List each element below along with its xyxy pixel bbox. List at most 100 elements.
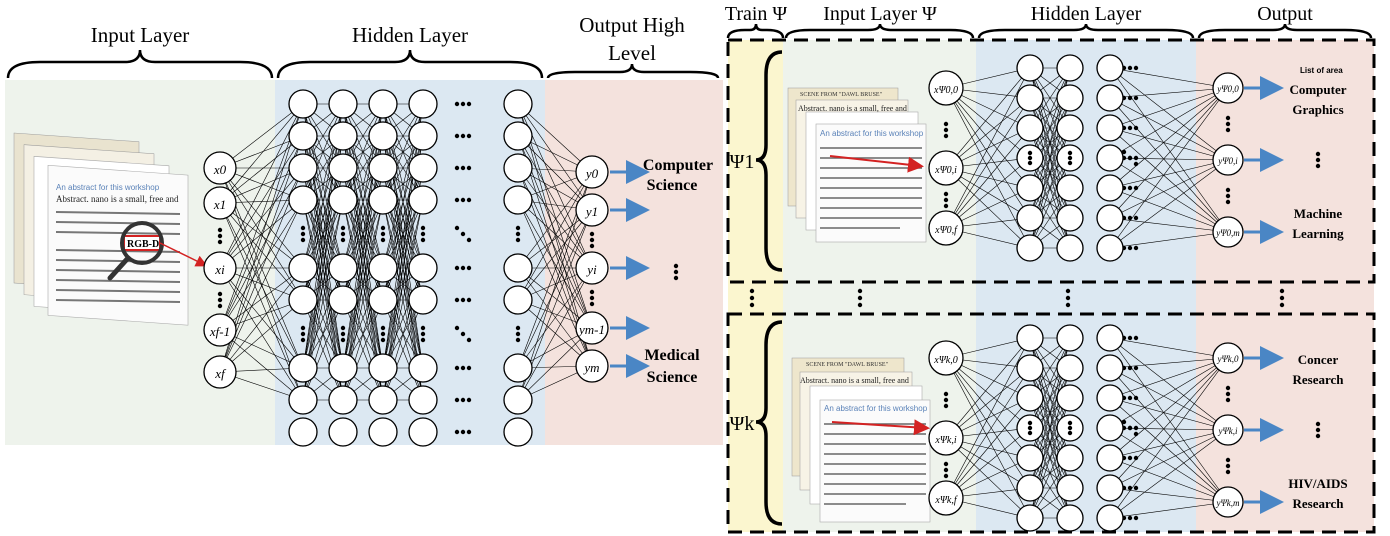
left-hidden-node — [503, 121, 533, 151]
right-bottom-input-node — [928, 340, 964, 376]
right-top-hidden-node — [1016, 84, 1044, 112]
right-top-output-label: yΨ0,i — [1217, 156, 1238, 166]
left-output-node — [575, 251, 609, 285]
right-top-input-label: xΨ0,f — [934, 225, 958, 236]
right-top-hidden-node — [1016, 54, 1044, 82]
left-hidden-node — [328, 153, 358, 183]
left-hidden-node — [408, 121, 438, 151]
right-header-train: Train Ψ — [725, 3, 788, 25]
left-header-input: Input Layer — [91, 23, 190, 47]
right-top-hidden-node — [1096, 234, 1124, 262]
left-model: Input Layer Hidden Layer Output High Lev… — [5, 13, 723, 447]
right-bottom-hidden-node — [1096, 504, 1124, 532]
brace-hidden — [276, 49, 544, 79]
right-top-dashed-box — [726, 38, 1376, 284]
left-input-node — [203, 251, 237, 285]
right-bottom-hidden-node — [1056, 354, 1084, 382]
right-bottom-area-label: HIV/AIDS — [1288, 476, 1347, 491]
right-bottom-hidden-node — [1016, 504, 1044, 532]
left-hidden-node — [328, 253, 358, 283]
right-bottom-input-label: xΨk,0 — [933, 355, 957, 366]
left-input-node — [203, 151, 237, 185]
right-bottom-area-label: Research — [1292, 496, 1344, 511]
brace-output — [546, 63, 720, 79]
left-hidden-node — [503, 417, 533, 447]
left-hidden-node — [368, 385, 398, 415]
left-output-label: ym-1 — [577, 322, 605, 337]
left-hidden-node — [503, 185, 533, 215]
left-hidden-node — [328, 285, 358, 315]
right-top-output-node — [1212, 144, 1244, 176]
left-hidden-node — [368, 285, 398, 315]
left-input-label: x1 — [213, 197, 226, 212]
right-top-input-node — [928, 210, 964, 246]
right-bottom-hidden-node — [1056, 384, 1084, 412]
list-of-area-label: List of area — [1300, 66, 1343, 75]
left-hidden-node — [368, 353, 398, 383]
left-class-bottom-line1: Medical — [644, 347, 700, 364]
right-bottom-hidden-node — [1056, 474, 1084, 502]
right-bottom-hidden-node — [1096, 354, 1124, 382]
left-hidden-node — [503, 385, 533, 415]
right-top-hidden-node — [1096, 204, 1124, 232]
right-bottom-doc-abstract: Abstract. nano is a small, free and — [800, 376, 909, 385]
left-hidden-node — [328, 121, 358, 151]
left-header-hidden: Hidden Layer — [352, 23, 468, 47]
right-top-document-stack: SCENE FROM "DAWL BRUSE" Abstract. nano i… — [787, 87, 927, 243]
right-bottom-output-label: yΨk,i — [1217, 426, 1238, 436]
left-hidden-node — [328, 353, 358, 383]
right-top-hidden-node — [1096, 54, 1124, 82]
right-header-output: Output — [1257, 3, 1313, 25]
left-hidden-node — [288, 285, 318, 315]
left-hidden-node — [408, 185, 438, 215]
right-bottom-hidden-node — [1056, 324, 1084, 352]
right-top-output-label: yΨ0,m — [1215, 228, 1240, 238]
magnifier-icon — [120, 221, 164, 265]
left-hidden-node — [503, 89, 533, 119]
left-document-stack: An abstract for this workshop Abstract. … — [13, 132, 189, 326]
brace-right-hidden — [977, 23, 1195, 39]
left-hidden-node — [503, 153, 533, 183]
right-bottom-hidden-node — [1096, 414, 1124, 442]
right-bottom-network: xΨk,0 xΨk,i xΨk,f yΨk,0 yΨk,i yΨk,m Concer Rese… — [928, 324, 1348, 532]
left-hidden-node — [408, 417, 438, 447]
right-networks: xΨ0,0 xΨ0,i xΨ0,f yΨ0,0 yΨ0,i yΨ0,m Computer Gr… — [928, 54, 1348, 532]
right-bottom-input-label: xΨk,i — [934, 435, 956, 446]
right-bottom-output-label: yΨk,0 — [1216, 354, 1239, 364]
left-hidden-node — [408, 285, 438, 315]
right-bottom-output-node — [1212, 342, 1244, 374]
left-hidden-node — [328, 417, 358, 447]
brace-train — [726, 23, 785, 39]
right-top-input-label: xΨ0,i — [934, 165, 957, 176]
left-input-node — [203, 186, 237, 220]
right-top-input-label: xΨ0,0 — [933, 85, 958, 96]
left-highlight-arrow — [159, 242, 208, 267]
right-top-doc-scene: SCENE FROM "DAWL BRUSE" — [800, 92, 883, 98]
psi-bottom-label: Ψk — [730, 413, 755, 435]
right-train-bg — [728, 40, 783, 532]
left-output-label: y0 — [584, 166, 599, 181]
right-bottom-output-node — [1212, 414, 1244, 446]
right-bottom-hidden-node — [1096, 474, 1124, 502]
right-top-input-node — [928, 150, 964, 186]
right-top-doc-abstract: Abstract. nano is a small, free and — [798, 104, 907, 113]
left-class-top-line2: Science — [647, 177, 698, 194]
right-bottom-doc-scene: SCENE FROM "DAWL BRUSE" — [806, 362, 889, 368]
left-hidden-node — [288, 89, 318, 119]
right-top-hidden-node — [1056, 54, 1084, 82]
right-bottom-hidden-node — [1096, 384, 1124, 412]
right-top-hidden-node — [1056, 84, 1084, 112]
right-top-hidden-node — [1096, 174, 1124, 202]
right-top-output-node — [1212, 216, 1244, 248]
left-output-node — [575, 155, 609, 189]
right-model: Train Ψ Input Layer Ψ Hidden Layer Outpu… — [725, 3, 1376, 534]
left-doc-title: An abstract for this workshop — [56, 183, 160, 192]
left-input-node — [203, 313, 237, 347]
psi-top-label: Ψ1 — [730, 151, 755, 173]
right-top-output-label: yΨ0,0 — [1216, 84, 1239, 94]
left-class-bottom-line2: Science — [647, 369, 698, 386]
left-hidden-node — [368, 121, 398, 151]
right-header-input: Input Layer Ψ — [823, 3, 937, 25]
left-hidden-node — [408, 153, 438, 183]
right-bottom-input-node — [928, 420, 964, 456]
